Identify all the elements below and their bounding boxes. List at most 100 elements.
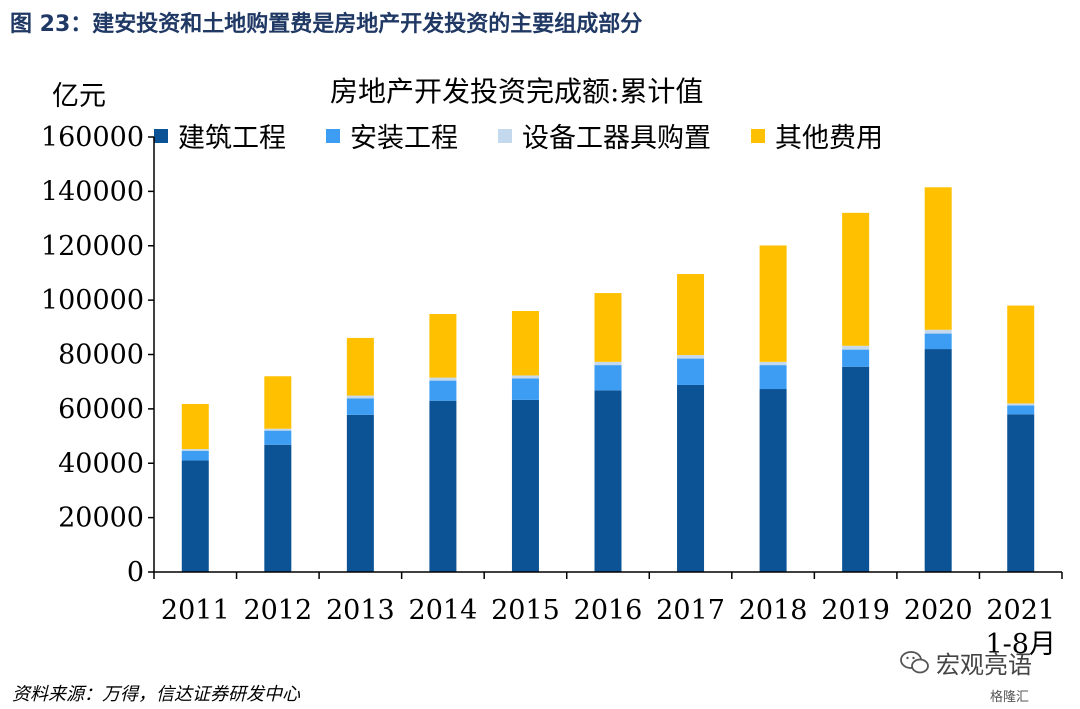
bar-segment-installation [429,380,457,401]
legend-swatch-equipment [498,128,512,143]
bar-segment-installation [1007,405,1035,415]
watermark-text: 宏观亮语 [936,651,1032,679]
x-tick-label: 2018 [739,595,808,626]
chart-legend: 建筑工程 安装工程 设备工器具购置 其他费用 [154,116,923,155]
x-tick-label: 2016 [574,595,643,626]
bar-segment-equipment [842,345,870,350]
source-note: 资料来源：万得，信达证券研发中心 [12,684,300,705]
x-tick-label: 2015 [491,595,560,626]
bar-segment-equipment [924,329,952,334]
x-tick-label: 2013 [326,595,395,626]
bar-segment-construction [346,414,374,572]
bar-stack [594,293,622,572]
bar-segment-construction [429,400,457,572]
bar-stack [181,403,209,572]
bar-segment-construction [594,390,622,572]
y-tick-label: 40000 [58,448,144,479]
bar-segment-other [511,311,539,376]
bar-segment-other [594,293,622,362]
y-tick-label: 160000 [41,122,144,153]
legend-label-construction: 建筑工程 [178,123,286,154]
x-tick-label: 2012 [243,595,312,626]
y-axis-unit-label: 亿元 [52,81,106,112]
bar-stack [1007,305,1035,572]
bar-stack [759,245,787,572]
legend-label-other: 其他费用 [775,123,883,154]
bar-segment-installation [677,358,705,385]
bar-stacks [181,187,1035,572]
bar-segment-installation [346,398,374,415]
y-tick-label: 0 [127,557,144,588]
x-tick-label: 2011 [161,595,230,626]
bar-segment-other [1007,305,1035,404]
bar-segment-construction [511,399,539,572]
bar-segment-equipment [264,428,292,431]
legend-item-equipment: 设备工器具购置 [498,116,711,155]
bar-stack [677,274,705,572]
watermark: 宏观亮语 [900,645,1032,680]
y-tick-label: 120000 [41,231,144,262]
bar-segment-other [346,337,374,396]
bar-stack [429,313,457,572]
legend-item-installation: 安装工程 [326,116,458,155]
bar-segment-equipment [594,361,622,366]
x-tick-label: 1-8月 [985,629,1055,660]
bar-segment-installation [924,333,952,350]
bar-segment-other [924,187,952,330]
bar-segment-construction [924,349,952,572]
bar-segment-installation [594,365,622,391]
x-axis: 2011 2012 2013 2014 2015 2016 2017 2018 2019 2020… [153,571,1063,660]
chart-title: 房地产开发投资完成额:累计值 [330,75,704,108]
bar-segment-other [842,212,870,346]
y-tick-label: 20000 [58,503,144,534]
y-tick-label: 80000 [58,340,144,371]
x-tick-label: 2019 [821,595,890,626]
bar-segment-other [759,245,787,362]
legend-item-other: 其他费用 [751,116,883,155]
legend-swatch-installation [326,128,340,143]
bar-segment-other [429,313,457,378]
figure-title: 图 23：建安投资和土地购置费是房地产开发投资的主要组成部分 [10,12,643,37]
y-tick-label: 140000 [41,176,144,207]
legend-label-installation: 安装工程 [350,123,458,154]
bar-stack [511,311,539,572]
bar-segment-construction [842,366,870,572]
bar-segment-construction [264,444,292,572]
bar-segment-installation [842,349,870,367]
bar-segment-equipment [759,361,787,366]
legend-swatch-other [751,128,765,143]
bar-stack [346,337,374,572]
bar-segment-other [264,376,292,429]
x-tick-label: 2020 [904,595,973,626]
bar-segment-construction [1007,414,1035,572]
bar-segment-equipment [677,355,705,359]
watermark-sub: 格隆汇 [990,690,1030,705]
bar-stack [842,212,870,572]
bar-segment-equipment [1007,403,1035,406]
bar-segment-equipment [346,395,374,399]
y-tick-label: 60000 [58,394,144,425]
wechat-icon [900,650,929,673]
bar-segment-installation [511,378,539,400]
bar-segment-construction [759,389,787,572]
bar-segment-equipment [181,449,209,451]
x-tick-label: 2017 [656,595,725,626]
bar-stack [924,187,952,572]
bar-segment-installation [181,450,209,461]
x-tick-label: 2021 [986,595,1055,626]
legend-label-equipment: 设备工器具购置 [522,123,711,154]
x-tick-label: 2014 [409,595,478,626]
bar-stack [264,376,292,572]
y-axis: 0 20000 40000 60000 80000 100000 120000 140000 1… [41,122,155,588]
legend-swatch-construction [154,128,168,143]
y-tick-label: 100000 [41,285,144,316]
bar-segment-equipment [511,375,539,379]
bar-segment-installation [759,365,787,390]
bar-segment-construction [181,460,209,572]
bar-segment-installation [264,430,292,445]
bar-segment-equipment [429,377,457,381]
bar-segment-other [181,403,209,450]
bar-segment-construction [677,384,705,572]
bar-segment-other [677,274,705,356]
